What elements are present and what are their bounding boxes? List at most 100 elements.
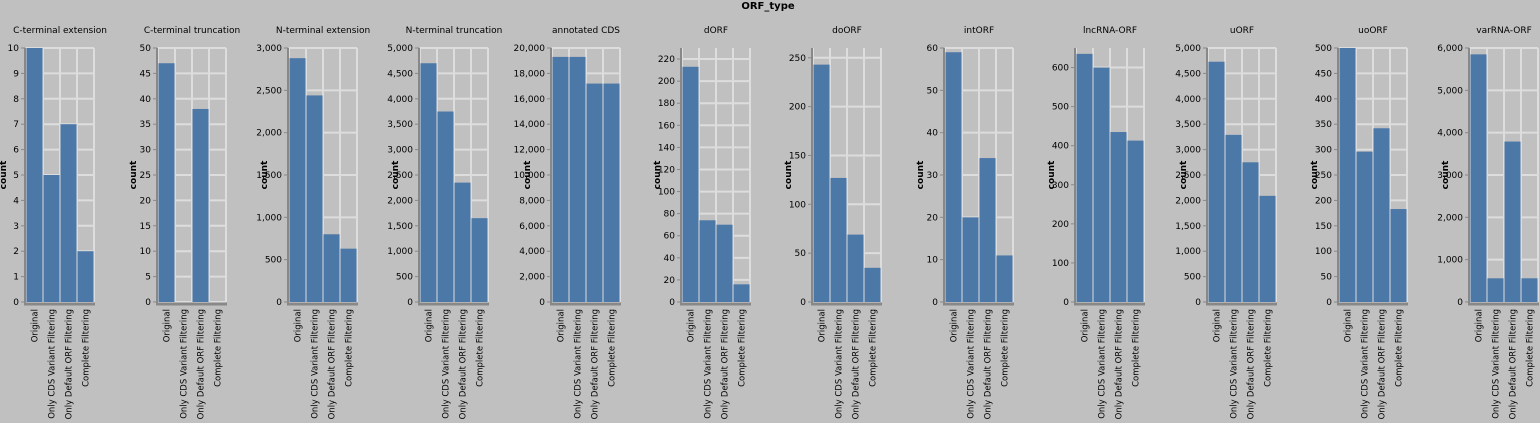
bar-1 [43, 175, 60, 302]
y-tick-label: 2,000 [1175, 196, 1201, 206]
y-tick-label: 2,500 [387, 171, 413, 181]
bar-3 [864, 267, 881, 302]
panel-0: C-terminal extension 0 1 2 3 4 5 6 7 8 9 10 Original… [0, 26, 107, 419]
y-tick-label: 40 [664, 254, 676, 264]
y-tick-label: 40 [140, 95, 152, 105]
x-tick-label: Original [1475, 309, 1485, 342]
y-tick-label: 6 [13, 146, 19, 156]
y-tick-label: 80 [664, 210, 676, 220]
x-tick-label: Original [31, 309, 41, 342]
y-tick-label: 100 [1315, 247, 1332, 257]
bar-2 [323, 234, 340, 302]
panel-3: N-terminal truncation 0 500 1,000 1,500 2,000… [387, 26, 502, 419]
bar-1 [437, 111, 454, 302]
bar-1 [962, 217, 979, 302]
bar-1 [306, 95, 323, 302]
x-tick-label: Complete Filtering [738, 309, 748, 387]
x-tick-label: Original [294, 309, 304, 342]
y-tick-label: 6,000 [1437, 44, 1463, 54]
y-tick-label: 10 [927, 256, 939, 266]
x-tick-label: Original [163, 309, 173, 342]
bar-2 [1110, 132, 1127, 302]
panel-title: uoORF [1358, 26, 1388, 36]
y-tick-label: 4,500 [1175, 69, 1201, 79]
bar-1 [1225, 134, 1242, 302]
y-tick-label: 1,000 [1175, 247, 1201, 257]
y-tick-label: 0 [932, 298, 938, 308]
x-tick-label: Only Default ORF Filtering [984, 309, 994, 419]
y-tick-label: 5,000 [1437, 86, 1463, 96]
panel-1: C-terminal truncation 0 5 10 15 20 25 30 35 40 45 5… [129, 26, 240, 419]
y-tick-label: 1 [13, 273, 19, 283]
x-tick-label: Complete Filtering [476, 309, 486, 387]
bar-2 [716, 224, 733, 302]
y-tick-label: 160 [658, 121, 675, 131]
bar-0 [420, 63, 437, 302]
y-tick-label: 350 [1315, 120, 1332, 130]
y-axis-title: count [523, 160, 533, 189]
y-tick-label: 140 [658, 143, 675, 153]
x-tick-label: Only Default ORF Filtering [591, 309, 601, 419]
y-tick-label: 10,000 [514, 171, 546, 181]
y-tick-label: 0 [539, 298, 545, 308]
y-tick-label: 30 [927, 171, 939, 181]
y-tick-label: 5,000 [387, 44, 413, 54]
bar-0 [552, 56, 569, 302]
y-tick-label: 20 [140, 196, 152, 206]
y-tick-label: 50 [140, 44, 152, 54]
y-tick-label: 1,500 [1175, 222, 1201, 232]
x-tick-label: Original [1213, 309, 1223, 342]
x-tick-label: Only Default ORF Filtering [328, 309, 338, 419]
y-tick-label: 15 [140, 222, 151, 232]
y-tick-label: 10 [8, 44, 20, 54]
y-tick-label: 0 [1195, 298, 1201, 308]
y-tick-label: 200 [1052, 220, 1069, 230]
y-tick-label: 3,500 [387, 120, 413, 130]
y-tick-label: 500 [1184, 273, 1201, 283]
y-tick-label: 4,000 [519, 247, 545, 257]
y-tick-label: 0 [145, 298, 151, 308]
y-tick-label: 150 [789, 151, 806, 161]
x-tick-label: Only Default ORF Filtering [1378, 309, 1388, 419]
y-tick-label: 2,000 [1437, 213, 1463, 223]
y-tick-label: 0 [1326, 298, 1332, 308]
y-tick-label: 0 [669, 298, 675, 308]
y-axis-title: count [1179, 160, 1189, 189]
y-tick-label: 250 [1315, 171, 1332, 181]
bar-2 [979, 158, 996, 302]
bar-3 [1521, 278, 1538, 302]
bar-0 [1339, 48, 1356, 302]
y-tick-label: 3,000 [1175, 146, 1201, 156]
x-tick-label: Only CDS Variant Filtering [1098, 309, 1108, 419]
y-tick-label: 5,000 [1175, 44, 1201, 54]
y-axis-title: count [916, 160, 926, 189]
bar-2 [454, 182, 471, 302]
y-tick-label: 2,500 [256, 86, 282, 96]
y-tick-label: 100 [1052, 259, 1069, 269]
y-tick-label: 1,000 [1437, 256, 1463, 266]
bar-1 [1487, 278, 1504, 302]
bar-1 [1093, 67, 1110, 303]
chart-panels: C-terminal extension012345678910Original… [0, 26, 1539, 419]
panel-title: C-terminal extension [13, 26, 107, 36]
x-tick-label: Only CDS Variant Filtering [704, 309, 714, 419]
y-tick-label: 0 [407, 298, 413, 308]
y-axis-title: count [784, 160, 794, 189]
y-tick-label: 0 [800, 298, 806, 308]
x-tick-label: Complete Filtering [1132, 309, 1142, 387]
panel-4: annotated CDS 0 2,000 4,000 6,000 8,000 10,000… [514, 26, 621, 419]
y-tick-label: 12,000 [514, 146, 546, 156]
x-tick-label: Complete Filtering [214, 309, 224, 387]
y-tick-label: 3,000 [387, 146, 413, 156]
panel-2: N-terminal extension 0 500 1,000 1,500 2,000 2… [256, 26, 370, 419]
y-tick-label: 8,000 [519, 196, 545, 206]
bar-3 [603, 83, 620, 302]
x-tick-label: Only Default ORF Filtering [1247, 309, 1257, 419]
x-tick-label: Original [818, 309, 828, 342]
x-tick-label: Only CDS Variant Filtering [835, 309, 845, 419]
y-axis-title: count [1047, 160, 1057, 189]
y-tick-label: 20,000 [514, 44, 546, 54]
bar-0 [945, 52, 962, 302]
x-tick-label: Only CDS Variant Filtering [574, 309, 584, 419]
y-tick-label: 500 [1052, 103, 1069, 113]
